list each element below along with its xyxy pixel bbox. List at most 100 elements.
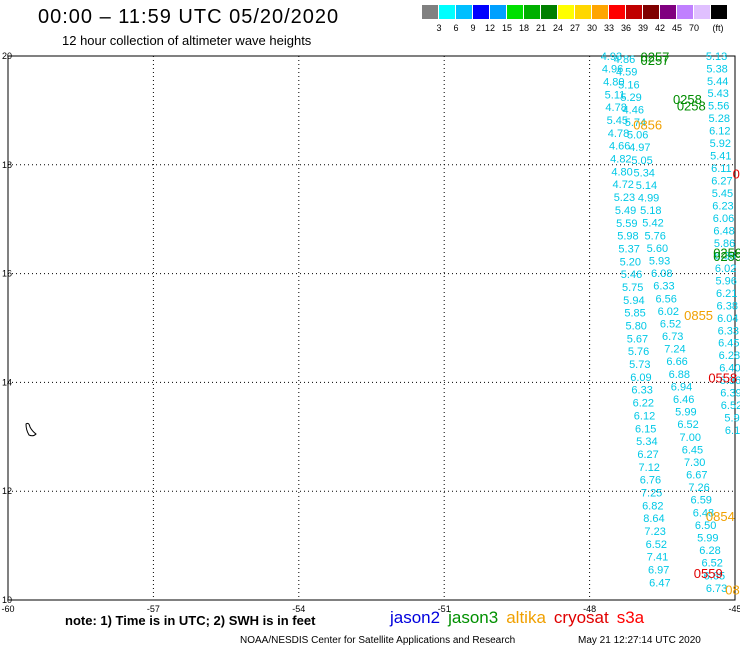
overpass-time-label: 0258 xyxy=(677,98,706,113)
color-scale-swatch xyxy=(490,5,506,19)
wave-height-value: 5.16 xyxy=(618,79,639,91)
longitude-tick-label: -45 xyxy=(728,604,740,614)
color-scale-swatch xyxy=(609,5,625,19)
wave-height-value: 4.99 xyxy=(638,193,659,205)
wave-height-value: 5.38 xyxy=(706,63,727,75)
wave-height-value: 6.88 xyxy=(669,369,690,381)
wave-height-value: 5.92 xyxy=(710,138,731,150)
color-scale-swatch xyxy=(524,5,540,19)
wave-height-value: 6.11 xyxy=(711,163,732,175)
wave-height-value: 6.47 xyxy=(649,577,670,589)
wave-height-value: 5.59 xyxy=(616,218,637,230)
color-scale-swatch xyxy=(711,5,727,19)
legend-item-s3a: s3a xyxy=(616,608,645,627)
wave-height-value: 5.49 xyxy=(615,205,636,217)
overpass-time-label: 05 xyxy=(733,166,740,181)
latitude-tick-label: 18 xyxy=(2,160,12,170)
longitude-tick-label: -48 xyxy=(583,604,596,614)
wave-height-value: 5.45 xyxy=(712,188,733,200)
credit-line: NOAA/NESDIS Center for Satellite Applica… xyxy=(240,635,516,646)
color-scale-swatch xyxy=(473,5,489,19)
wave-height-value: 6.45 xyxy=(718,338,739,350)
overpass-time-label: 0257 xyxy=(640,49,669,64)
wave-height-value: 5.74 xyxy=(625,117,646,129)
wave-height-value: 5.37 xyxy=(618,243,639,255)
wave-height-value: 6.40 xyxy=(719,363,740,375)
color-scale-label: 21 xyxy=(535,23,546,33)
wave-height-value: 7.30 xyxy=(684,457,705,469)
wave-height-value: 7.24 xyxy=(664,344,685,356)
latitude-tick-label: 20 xyxy=(2,51,12,61)
color-scale-swatch xyxy=(558,5,574,19)
wave-height-value: 6.50 xyxy=(695,520,716,532)
wave-height-value: 6.1 xyxy=(725,425,740,437)
wave-height-value: 4.96 xyxy=(602,64,623,76)
longitude-tick-label: -60 xyxy=(1,604,14,614)
wave-height-value: 7.23 xyxy=(644,526,665,538)
footer-note: note: 1) Time is in UTC; 2) SWH is in fe… xyxy=(65,613,316,628)
longitude-tick-label: -57 xyxy=(147,604,160,614)
wave-height-value: 6.52 xyxy=(701,558,722,570)
wave-height-value: 5.14 xyxy=(636,180,657,192)
wave-height-value: 6.08 xyxy=(651,268,672,280)
wave-height-value: 6.52 xyxy=(660,318,681,330)
color-scale-swatch xyxy=(456,5,472,19)
latitude-tick-label: 10 xyxy=(2,595,12,605)
wave-height-value: 6.94 xyxy=(671,381,692,393)
overpass-time-label: 0259 xyxy=(713,249,740,264)
wave-height-value: 5.76 xyxy=(628,346,649,358)
wave-height-value: 5.9 xyxy=(724,413,739,425)
color-scale-swatch xyxy=(626,5,642,19)
overpass-time-label: 0558 xyxy=(708,370,737,385)
wave-height-value: 6.48 xyxy=(713,225,734,237)
wave-height-value: 6.82 xyxy=(642,500,663,512)
wave-height-value: 5.56 xyxy=(708,101,729,113)
wave-height-value: 6.12 xyxy=(634,410,655,422)
color-scale-label: 9 xyxy=(470,23,476,33)
wave-height-value: 4.46 xyxy=(623,104,644,116)
wave-height-value: 6.02 xyxy=(715,263,736,275)
color-scale-swatch xyxy=(422,5,438,19)
wave-height-value: 5.94 xyxy=(623,295,644,307)
wave-height-value: 6.36 xyxy=(720,375,740,387)
color-scale-label: 24 xyxy=(552,23,563,33)
wave-height-value: 6.15 xyxy=(635,423,656,435)
wave-height-value: 6.27 xyxy=(637,449,658,461)
wave-height-value: 5.60 xyxy=(647,243,668,255)
color-scale-label: 36 xyxy=(620,23,631,33)
wave-height-value: 5.44 xyxy=(707,76,728,88)
color-scale-label: 45 xyxy=(671,23,682,33)
color-scale-swatch xyxy=(643,5,659,19)
wave-height-value: 6.67 xyxy=(686,470,707,482)
color-scale-label: 33 xyxy=(603,23,614,33)
legend-item-jason3: jason3 xyxy=(448,608,499,627)
wave-height-value: 5.11 xyxy=(605,89,626,101)
wave-height-value: 5.34 xyxy=(636,436,657,448)
wave-height-value: 6.65 xyxy=(704,570,725,582)
wave-height-value: 6.46 xyxy=(673,394,694,406)
wave-height-value: 6.66 xyxy=(666,356,687,368)
wave-height-value: 5.86 xyxy=(714,238,735,250)
color-scale-label: 12 xyxy=(484,23,495,33)
wave-height-value: 7.25 xyxy=(641,487,662,499)
generated-timestamp: May 21 12:27:14 UTC 2020 xyxy=(578,635,701,646)
wave-height-value: 5.18 xyxy=(640,205,661,217)
color-scale-swatch xyxy=(507,5,523,19)
color-scale-label: 39 xyxy=(637,23,648,33)
overpass-time-label: 08 xyxy=(725,583,739,598)
color-scale-unit: (ft) xyxy=(712,23,724,33)
wave-height-value: 6.28 xyxy=(719,350,740,362)
wave-height-value: 4.97 xyxy=(629,142,650,154)
color-scale-swatch xyxy=(694,5,710,19)
overpass-time-label: 0257 xyxy=(640,53,669,68)
wave-height-value: 5.93 xyxy=(649,256,670,268)
overpass-time-label: 0855 xyxy=(684,308,713,323)
wave-height-value: 6.97 xyxy=(648,565,669,577)
wave-height-value: 6.33 xyxy=(718,325,739,337)
wave-height-value: 5.73 xyxy=(629,359,650,371)
legend-item-altika: altika xyxy=(506,608,546,627)
wave-height-value: 5.75 xyxy=(622,282,643,294)
wave-height-value: 6.02 xyxy=(658,306,679,318)
wave-height-value: 4.86 xyxy=(614,54,635,66)
